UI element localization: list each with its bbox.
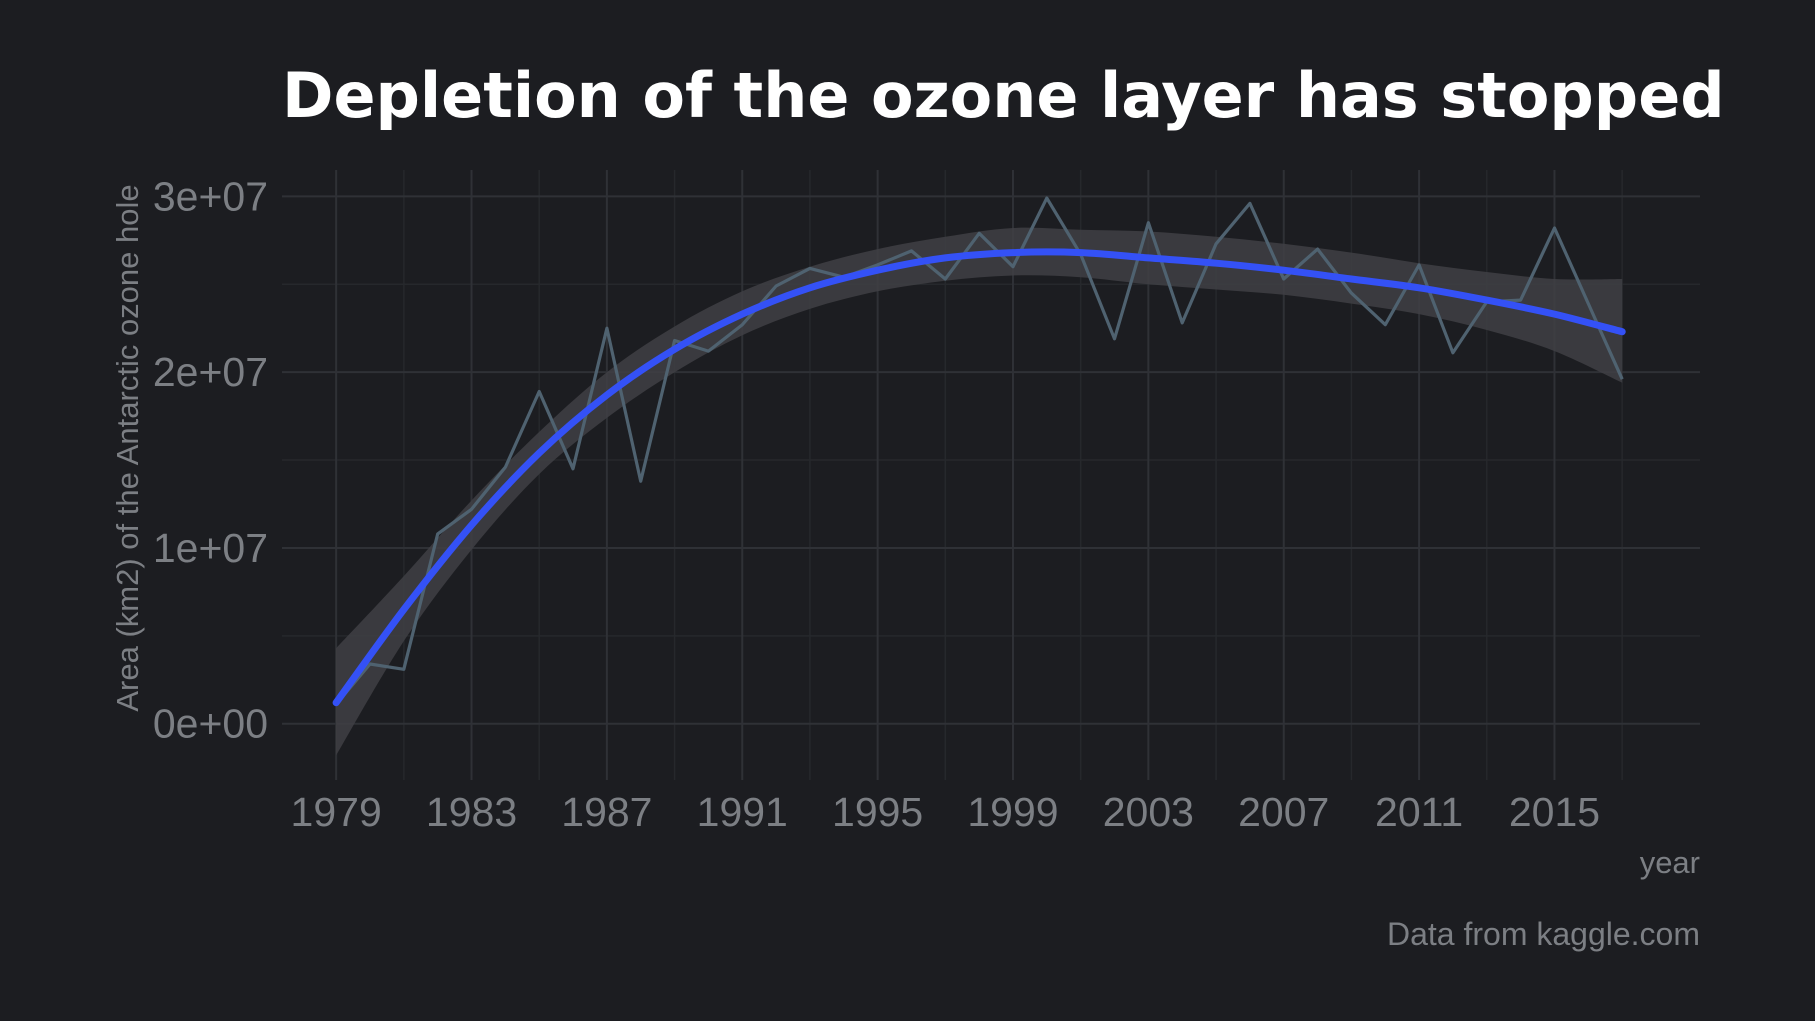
chart-title: Depletion of the ozone layer has stopped: [282, 59, 1725, 132]
smooth-series-layer: [332, 248, 1626, 707]
y-tick-label: 3e+07: [153, 173, 268, 219]
x-tick-label: 1995: [832, 789, 923, 835]
x-axis-tick-labels: 1979 1983 1987 1991 1995 1999 2003 2007 2011 2015: [291, 789, 1601, 835]
x-tick-label: 1983: [426, 789, 517, 835]
x-tick-label: 2011: [1375, 789, 1463, 835]
x-tick-label: 2007: [1238, 789, 1329, 835]
y-axis-tick-labels: 0e+00 1e+07 2e+07 3e+07: [153, 173, 268, 746]
x-tick-label: 2003: [1103, 789, 1194, 835]
y-tick-label: 0e+00: [153, 701, 268, 747]
x-axis-title: year: [1640, 845, 1700, 880]
y-tick-label: 2e+07: [153, 349, 268, 395]
y-axis-title: Area (km2) of the Antarctic ozone hole: [110, 184, 145, 711]
x-tick-label: 1999: [967, 789, 1058, 835]
data-source-caption: Data from kaggle.com: [1387, 916, 1700, 952]
x-tick-label: 1979: [291, 789, 382, 835]
y-tick-label: 1e+07: [153, 525, 268, 571]
x-tick-label: 1987: [561, 789, 652, 835]
x-tick-label: 1991: [697, 789, 788, 835]
x-tick-label: 2015: [1509, 789, 1600, 835]
smooth-trend-line: [332, 248, 1626, 707]
